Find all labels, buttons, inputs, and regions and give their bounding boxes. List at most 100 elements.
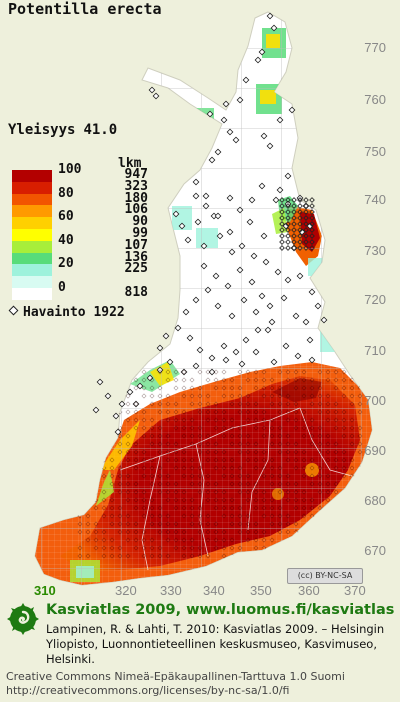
observation-mark [276, 186, 284, 194]
observation-mark [152, 92, 160, 100]
observation-mark [254, 326, 262, 334]
observation-mark [296, 272, 304, 280]
observation-mark [277, 521, 283, 527]
legend-swatch [12, 229, 52, 241]
y-tick-label: 730 [364, 243, 386, 258]
observation-mark [125, 417, 131, 423]
observation-mark [293, 497, 299, 503]
legend-count: 180 [124, 190, 148, 206]
observation-mark [293, 369, 299, 375]
observation-mark [173, 457, 179, 463]
observation-mark [157, 441, 163, 447]
observation-mark [213, 425, 219, 431]
observation-mark [192, 192, 200, 200]
observation-mark [285, 215, 291, 221]
observation-mark [325, 393, 331, 399]
citation-text: Lampinen, R. & Lahti, T. 2010: Kasviatla… [46, 622, 385, 666]
observation-mark [309, 417, 315, 423]
observation-mark [242, 76, 250, 84]
observation-mark [229, 465, 235, 471]
observation-mark [277, 385, 283, 391]
observation-mark [125, 481, 131, 487]
observation-mark [213, 521, 219, 527]
observation-mark [245, 521, 251, 527]
observation-mark [77, 521, 83, 527]
observation-mark [325, 401, 331, 407]
observation-mark [109, 521, 115, 527]
observation-mark [125, 473, 131, 479]
observation-mark [293, 417, 299, 423]
observation-mark [301, 497, 307, 503]
observation-mark [165, 417, 171, 423]
observation-mark [237, 393, 243, 399]
observation-mark [285, 393, 291, 399]
observation-mark [165, 401, 171, 407]
observation-mark [341, 409, 347, 415]
observation-mark [297, 209, 303, 215]
frequency-label: Yleisyys [8, 122, 76, 138]
observation-mark [165, 409, 171, 415]
observation-mark [157, 433, 163, 439]
observation-mark [165, 553, 171, 559]
observation-mark [314, 302, 322, 310]
observation-mark [165, 521, 171, 527]
observation-mark [181, 369, 187, 375]
observation-mark [213, 457, 219, 463]
observation-mark [125, 537, 131, 543]
observation-mark [173, 425, 179, 431]
observation-mark [125, 433, 131, 439]
observation-mark [85, 521, 91, 527]
observation-mark [125, 529, 131, 535]
observation-mark [109, 473, 115, 479]
observation-mark [205, 409, 211, 415]
observation-mark [125, 393, 131, 399]
observation-mark [157, 449, 163, 455]
legend-swatch [12, 264, 52, 277]
observation-mark [245, 449, 251, 455]
observation-mark [174, 324, 182, 332]
observation-mark [309, 377, 315, 383]
observation-mark [297, 227, 303, 233]
observation-mark [269, 377, 275, 383]
observation-mark [173, 521, 179, 527]
observation-mark [341, 465, 347, 471]
observation-mark [189, 401, 195, 407]
observation-mark [213, 489, 219, 495]
observation-mark [165, 449, 171, 455]
observation-mark [285, 417, 291, 423]
observation-mark [77, 545, 83, 551]
observation-mark [261, 369, 267, 375]
observation-mark [301, 457, 307, 463]
observation-mark [237, 401, 243, 407]
y-tick-label: 690 [364, 443, 386, 458]
observation-mark [237, 425, 243, 431]
observation-mark [309, 505, 315, 511]
observation-mark [238, 242, 246, 250]
observation-mark [245, 393, 251, 399]
cc-license-badge[interactable]: (cc) BY-NC-SA [287, 568, 363, 584]
observation-mark [133, 425, 139, 431]
observation-mark [264, 326, 272, 334]
observation-mark [165, 489, 171, 495]
observation-mark [279, 197, 285, 203]
observation-mark [117, 481, 123, 487]
legend-percent-label: 100 [58, 162, 82, 177]
observation-mark [261, 425, 267, 431]
observation-mark [101, 513, 107, 519]
observation-mark [205, 521, 211, 527]
observation-mark [309, 401, 315, 407]
observation-mark [93, 537, 99, 543]
species-title: Potentilla erecta [8, 0, 162, 18]
observation-mark [157, 529, 163, 535]
license-url[interactable]: http://creativecommons.org/licenses/by-n… [6, 684, 290, 697]
x-tick-label: 350 [250, 583, 272, 598]
observation-mark [173, 441, 179, 447]
observation-mark [208, 156, 216, 164]
observation-mark [284, 172, 292, 180]
observation-mark [117, 473, 123, 479]
observation-mark [266, 12, 274, 20]
observation-mark [125, 441, 131, 447]
observation-mark [157, 369, 163, 375]
observation-mark [229, 425, 235, 431]
atlas-title-link[interactable]: Kasviatlas 2009, www.luomus.fi/kasviatla… [46, 602, 395, 618]
